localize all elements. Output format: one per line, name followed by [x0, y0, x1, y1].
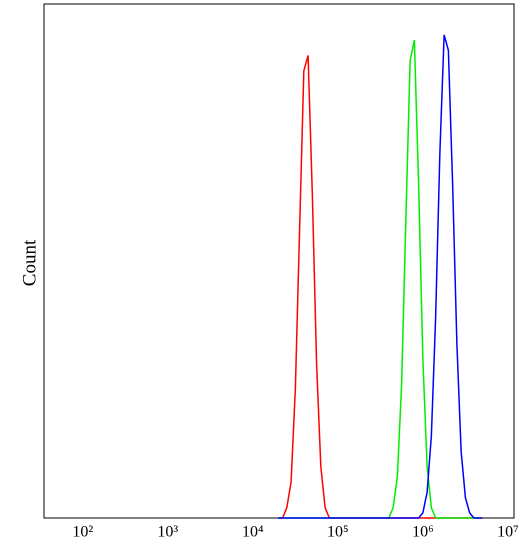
y-axis-label: Count: [19, 239, 40, 286]
x-tick-label: 10⁵: [327, 524, 349, 541]
x-tick-label: 10³: [157, 524, 178, 541]
x-tick-label: 10⁶: [412, 524, 434, 541]
histogram-line: [278, 55, 483, 519]
histogram-line: [278, 39, 483, 519]
plot-frame: [43, 3, 515, 519]
histogram-line: [278, 34, 483, 519]
x-tick-label: 10⁷: [497, 524, 519, 541]
x-tick-label: 10⁴: [242, 524, 264, 541]
x-tick-label: 10²: [72, 524, 93, 541]
